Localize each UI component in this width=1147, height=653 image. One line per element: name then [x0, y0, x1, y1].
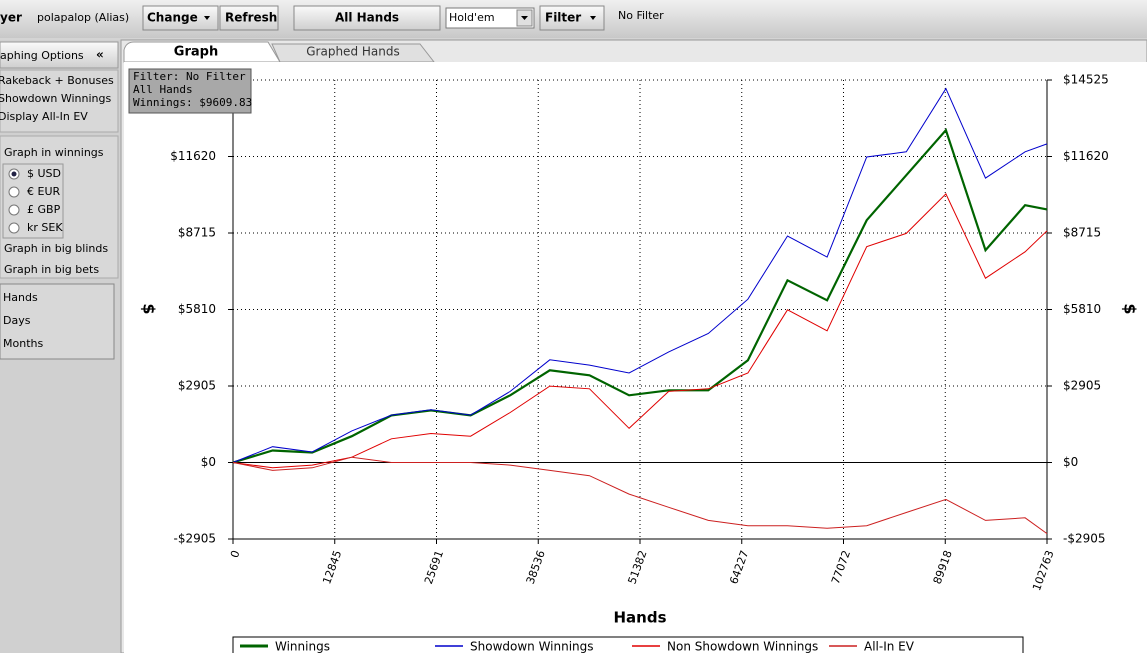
period-option[interactable]: Hands: [3, 291, 38, 304]
currency-option: € EUR: [27, 185, 60, 198]
tab-active[interactable]: [123, 41, 281, 63]
tab-label: Graphed Hands: [306, 45, 399, 59]
period-option[interactable]: Days: [3, 314, 31, 327]
currency-option: kr SEK: [27, 221, 63, 234]
period-group: [0, 283, 115, 360]
sidebar-option[interactable]: Graph in big blinds: [4, 242, 108, 255]
radio-button[interactable]: [8, 204, 20, 216]
y-tick-label: -$2905: [173, 532, 216, 546]
legend-box: [232, 636, 1024, 653]
radio-button[interactable]: [8, 186, 20, 198]
annotation-line: All Hands: [133, 83, 193, 96]
y-tick-label: $2905: [178, 379, 216, 393]
options-group: [0, 69, 119, 133]
y2-tick-label: $14525: [1063, 73, 1109, 87]
y2-tick-label: $8715: [1063, 226, 1101, 240]
series-line: [232, 193, 1048, 469]
refresh-button[interactable]: [219, 5, 279, 31]
x-tick-label: 0: [228, 549, 243, 560]
sidebar-heading: Graph in winnings: [4, 146, 104, 159]
chart-area: [124, 62, 1147, 653]
collapse-button[interactable]: «: [96, 48, 104, 62]
game-select[interactable]: [445, 7, 535, 29]
y-tick-label: $0: [201, 455, 216, 469]
legend-label: Winnings: [275, 640, 330, 653]
dropdown-arrow: [590, 16, 596, 20]
dropdown-arrow: [521, 16, 528, 20]
series-line: [232, 128, 1048, 464]
sidebar-header: [0, 41, 119, 69]
legend-label: All-In EV: [864, 640, 915, 653]
sidebar-title: aphing Options: [0, 49, 84, 62]
y2-axis-label: $: [1121, 303, 1140, 314]
annotation-box: [128, 68, 252, 114]
hands-button[interactable]: [293, 5, 441, 31]
radio-dot: [11, 171, 17, 177]
currency-group: [2, 163, 64, 239]
x-axis-label: Hands: [613, 609, 666, 627]
dropdown-arrow: [204, 16, 210, 20]
currency-option: $ USD: [27, 167, 61, 180]
button-label: Filter: [545, 11, 581, 25]
currency-option: £ GBP: [27, 203, 61, 216]
y2-tick-label: $11620: [1063, 149, 1109, 163]
y2-tick-label: -$2905: [1063, 532, 1106, 546]
units-group: [0, 135, 119, 279]
y-axis-label: $: [140, 303, 159, 314]
filter-status: No Filter: [618, 9, 664, 22]
game-value: Hold'em: [449, 11, 495, 24]
button-label: Change: [147, 11, 198, 25]
sidebar-option[interactable]: Showdown Winnings: [0, 92, 112, 105]
y2-tick-label: $5810: [1063, 302, 1101, 316]
annotation-line: Winnings: $9609.83: [133, 96, 252, 109]
annotation-line: Filter: No Filter: [133, 70, 246, 83]
series-line: [232, 87, 1048, 463]
sidebar-option[interactable]: Rakeback + Bonuses: [0, 74, 114, 87]
button-label: Refresh: [225, 11, 277, 25]
tab-label: Graph: [174, 45, 218, 60]
radio-button[interactable]: [8, 222, 20, 234]
sidebar-option[interactable]: Display All-In EV: [0, 110, 88, 123]
y2-tick-label: $0: [1063, 455, 1078, 469]
player-label: yer: [0, 11, 22, 25]
y-tick-label: $11620: [170, 149, 216, 163]
period-option[interactable]: Months: [3, 337, 43, 350]
y2-tick-label: $2905: [1063, 379, 1101, 393]
button-label: All Hands: [335, 11, 399, 25]
series-line: [232, 456, 1048, 535]
sidebar-option[interactable]: Graph in big bets: [4, 263, 99, 276]
y-tick-label: $8715: [178, 226, 216, 240]
legend-label: Non Showdown Winnings: [667, 640, 818, 653]
legend-label: Showdown Winnings: [470, 640, 594, 653]
y-tick-label: $5810: [178, 302, 216, 316]
player-name: polapalop (Alias): [37, 11, 129, 24]
